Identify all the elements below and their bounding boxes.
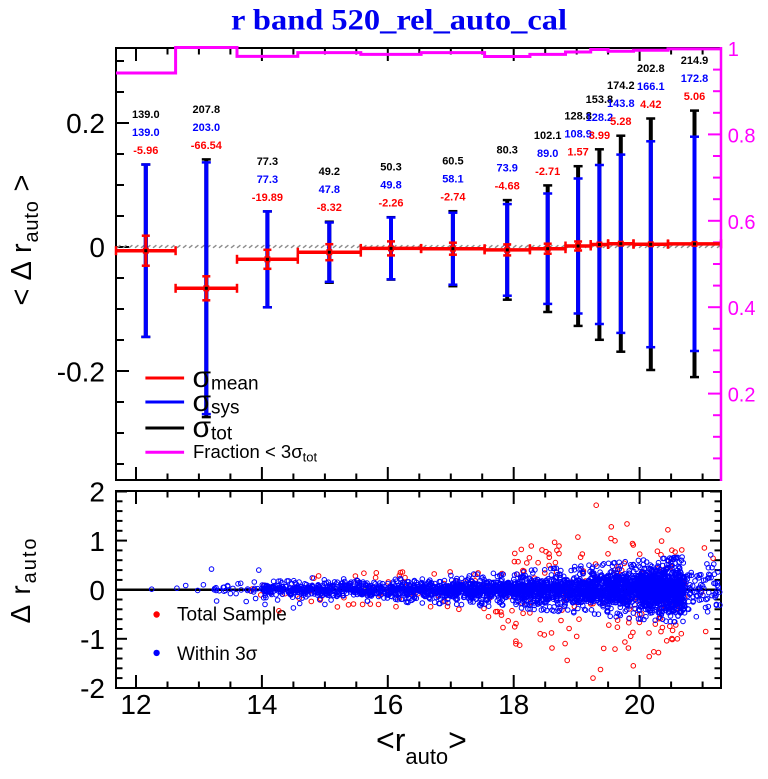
- svg-text:-2.26: -2.26: [378, 198, 403, 210]
- svg-text:14: 14: [246, 689, 277, 720]
- svg-text:0.2: 0.2: [66, 108, 105, 139]
- svg-text:143.8: 143.8: [607, 98, 635, 110]
- svg-text:18: 18: [498, 689, 529, 720]
- svg-text:139.0: 139.0: [132, 109, 160, 121]
- svg-text:128.2: 128.2: [586, 112, 614, 124]
- svg-text:-8.32: -8.32: [317, 202, 342, 214]
- svg-text:174.2: 174.2: [607, 80, 635, 92]
- svg-text:12: 12: [120, 689, 151, 720]
- svg-text:-5.96: -5.96: [133, 145, 158, 157]
- svg-text:1.57: 1.57: [567, 147, 588, 159]
- svg-text:139.0: 139.0: [132, 127, 160, 139]
- svg-text:0: 0: [89, 575, 105, 606]
- svg-text:16: 16: [372, 689, 403, 720]
- svg-text:σmean: σmean: [193, 361, 259, 395]
- svg-text:-2.74: -2.74: [440, 192, 466, 204]
- svg-text:4.42: 4.42: [640, 99, 661, 111]
- svg-text:-19.89: -19.89: [252, 192, 283, 204]
- svg-text:60.5: 60.5: [442, 156, 463, 168]
- svg-text:203.0: 203.0: [193, 122, 221, 134]
- svg-text:207.8: 207.8: [193, 104, 221, 116]
- svg-text:0.4: 0.4: [728, 298, 756, 320]
- svg-text:-66.54: -66.54: [191, 140, 223, 152]
- svg-text:77.3: 77.3: [257, 174, 278, 186]
- svg-text:-2.71: -2.71: [535, 166, 560, 178]
- svg-text:89.0: 89.0: [537, 148, 558, 160]
- svg-text:166.1: 166.1: [637, 81, 665, 93]
- svg-text:80.3: 80.3: [496, 145, 517, 157]
- svg-text:108.9: 108.9: [564, 129, 592, 141]
- svg-text:3.99: 3.99: [589, 130, 610, 142]
- svg-text:77.3: 77.3: [257, 156, 278, 168]
- svg-text:47.8: 47.8: [319, 184, 340, 196]
- svg-text:214.9: 214.9: [681, 55, 709, 67]
- svg-text:49.2: 49.2: [319, 166, 340, 178]
- svg-text:58.1: 58.1: [442, 174, 463, 186]
- svg-text:0: 0: [89, 232, 105, 263]
- svg-text:0.8: 0.8: [728, 125, 756, 147]
- svg-text:2: 2: [89, 477, 105, 508]
- svg-text:0.6: 0.6: [728, 212, 756, 234]
- svg-text:5.06: 5.06: [684, 91, 705, 103]
- svg-text:49.8: 49.8: [380, 180, 401, 192]
- svg-text:73.9: 73.9: [496, 163, 517, 175]
- svg-text:128.8: 128.8: [564, 111, 592, 123]
- svg-text:1: 1: [728, 39, 739, 61]
- svg-text:1: 1: [89, 526, 105, 557]
- svg-text:Fraction < 3σtot: Fraction < 3σtot: [193, 441, 317, 465]
- svg-text:153.8: 153.8: [586, 94, 614, 106]
- svg-text:Total Sample: Total Sample: [177, 605, 287, 626]
- svg-text:-2: -2: [80, 673, 105, 704]
- svg-text:202.8: 202.8: [637, 63, 665, 75]
- svg-text:172.8: 172.8: [681, 73, 709, 85]
- svg-text:-1: -1: [80, 624, 105, 655]
- svg-text:5.28: 5.28: [610, 116, 631, 128]
- svg-text:r band 520_rel_auto_cal: r band 520_rel_auto_cal: [231, 4, 567, 37]
- svg-text:Within 3σ: Within 3σ: [177, 644, 258, 665]
- svg-text:20: 20: [624, 689, 655, 720]
- svg-text:102.1: 102.1: [534, 130, 562, 142]
- svg-text:0.2: 0.2: [728, 385, 756, 407]
- svg-text:-0.2: -0.2: [57, 356, 105, 387]
- svg-text:50.3: 50.3: [380, 162, 401, 174]
- svg-text:-4.68: -4.68: [495, 181, 520, 193]
